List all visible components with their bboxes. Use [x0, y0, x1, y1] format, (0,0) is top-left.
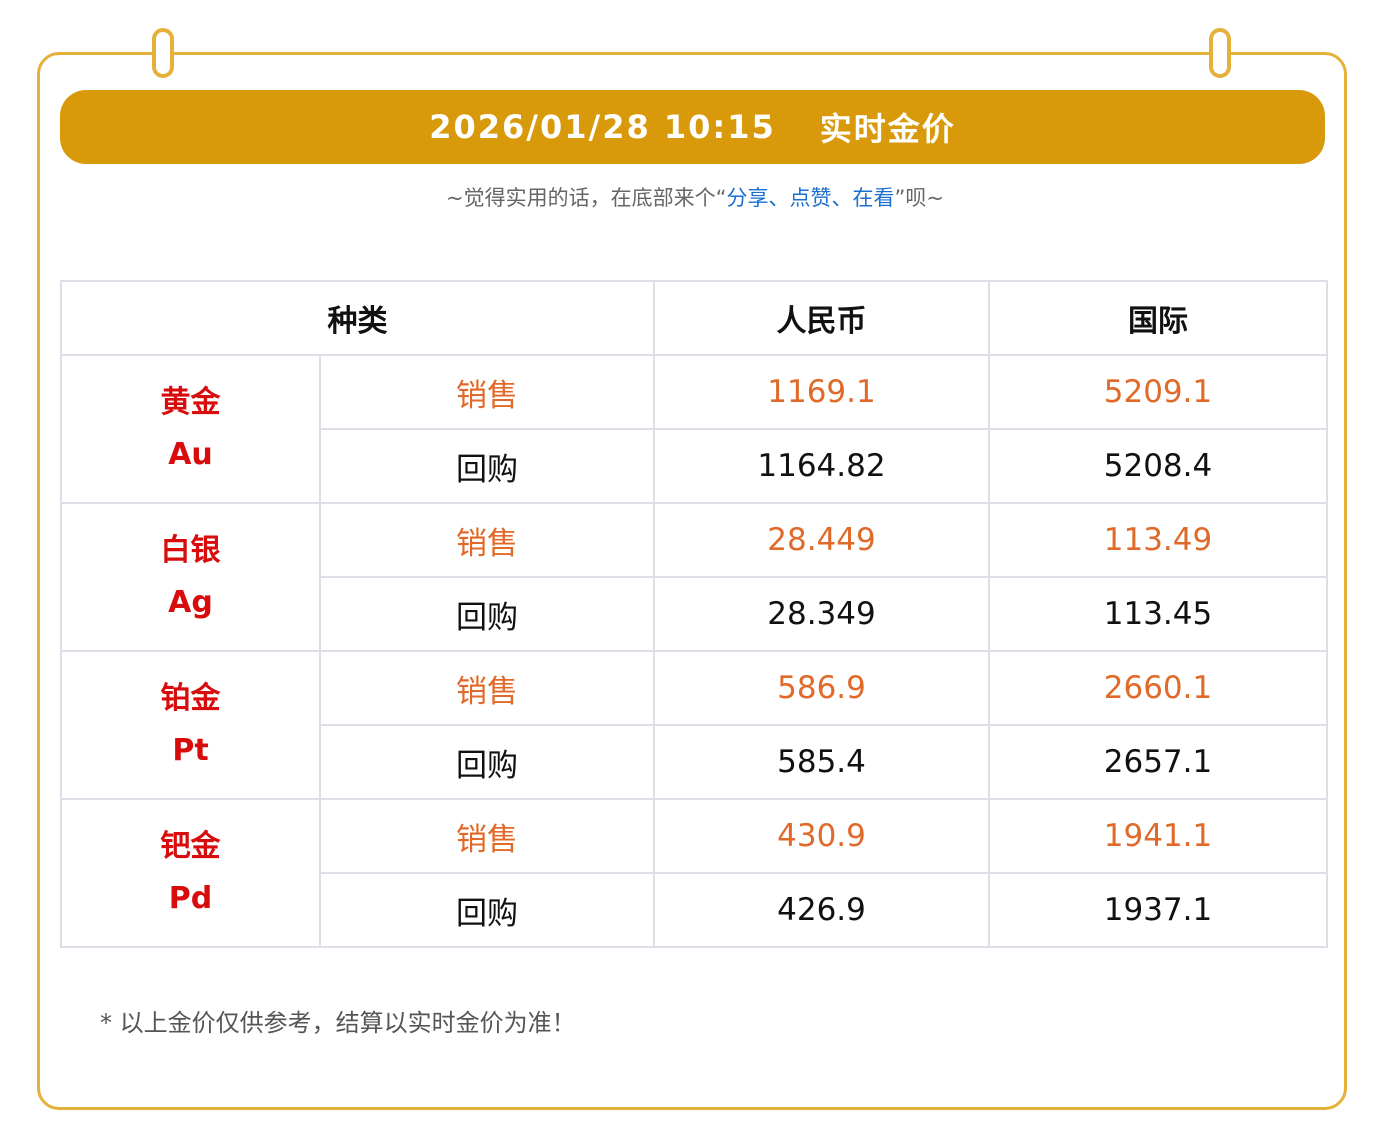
metal-name: 黄金 — [160, 385, 221, 420]
metal-symbol: Ag — [168, 585, 213, 620]
price-rmb: 426.9 — [653, 872, 990, 948]
metal-name: 钯金 — [160, 829, 221, 864]
table-row: 回购 1164.82 5208.4 — [61, 428, 1328, 504]
share-link[interactable]: 分享 — [726, 186, 769, 210]
row-label-buyback: 回购 — [319, 576, 655, 652]
metal-symbol: Pt — [172, 733, 209, 768]
row-label-buyback: 回购 — [319, 724, 655, 800]
header-intl: 国际 — [988, 280, 1328, 356]
subtitle-suffix: ”呗~ — [894, 186, 944, 210]
price-rmb: 28.349 — [653, 576, 990, 652]
subtitle-sep-2: 、 — [831, 186, 853, 210]
banner-title: 实时金价 — [819, 110, 956, 148]
banner-datetime: 2026/01/28 10:15 — [429, 108, 776, 146]
price-intl: 113.45 — [988, 576, 1328, 652]
metal-name: 铂金 — [160, 681, 221, 716]
metal-cell: 白银 Ag — [60, 502, 321, 652]
subtitle-prefix: ~觉得实用的话，在底部来个“ — [446, 186, 727, 210]
title-banner: 2026/01/28 10:15 实时金价 — [60, 90, 1325, 164]
row-label-buyback: 回购 — [319, 872, 655, 948]
price-intl: 5209.1 — [988, 354, 1328, 430]
price-rmb: 586.9 — [653, 650, 990, 726]
table-header-row: 种类 人民币 国际 — [60, 280, 1328, 356]
row-label-buyback: 回购 — [319, 428, 655, 504]
view-link[interactable]: 在看 — [852, 186, 895, 210]
table-row: 回购 426.9 1937.1 — [61, 872, 1328, 948]
disclaimer-note: * 以上金价仅供参考，结算以实时金价为准！ — [100, 1009, 576, 1037]
subtitle-sep-1: 、 — [768, 186, 790, 210]
price-intl: 2660.1 — [988, 650, 1328, 726]
metal-cell: 铂金 Pt — [60, 650, 321, 800]
price-rmb: 28.449 — [653, 502, 990, 578]
price-table: 种类 人民币 国际 黄金 Au 销售 1169.1 5209.1 回购 1164… — [60, 280, 1328, 948]
metal-symbol: Pd — [168, 881, 213, 916]
row-label-sell: 销售 — [319, 650, 655, 726]
price-intl: 2657.1 — [988, 724, 1328, 800]
price-rmb: 585.4 — [653, 724, 990, 800]
binder-ring-left — [152, 28, 174, 78]
table-row: 钯金 Pd 销售 430.9 1941.1 — [60, 798, 1328, 948]
price-intl: 5208.4 — [988, 428, 1328, 504]
table-row: 铂金 Pt 销售 586.9 2660.1 — [60, 650, 1328, 800]
header-rmb: 人民币 — [653, 280, 990, 356]
price-intl: 113.49 — [988, 502, 1328, 578]
table-row: 黄金 Au 销售 1169.1 5209.1 — [60, 354, 1328, 504]
price-rmb: 1164.82 — [653, 428, 990, 504]
metal-cell: 黄金 Au — [60, 354, 321, 504]
metal-name: 白银 — [160, 533, 221, 568]
header-type: 种类 — [60, 280, 655, 356]
subtitle: ~觉得实用的话，在底部来个“分享、点赞、在看”呗~ — [0, 182, 1390, 212]
row-label-sell: 销售 — [319, 354, 655, 430]
table-row: 白银 Ag 销售 28.449 113.49 — [60, 502, 1328, 652]
metal-cell: 钯金 Pd — [60, 798, 321, 948]
table-row: 回购 28.349 113.45 — [61, 576, 1328, 652]
price-rmb: 430.9 — [653, 798, 990, 874]
price-rmb: 1169.1 — [653, 354, 990, 430]
price-intl: 1941.1 — [988, 798, 1328, 874]
binder-ring-right — [1209, 28, 1231, 78]
row-label-sell: 销售 — [319, 798, 655, 874]
like-link[interactable]: 点赞 — [789, 186, 832, 210]
price-intl: 1937.1 — [988, 872, 1328, 948]
metal-symbol: Au — [168, 437, 213, 472]
row-label-sell: 销售 — [319, 502, 655, 578]
table-row: 回购 585.4 2657.1 — [61, 724, 1328, 800]
